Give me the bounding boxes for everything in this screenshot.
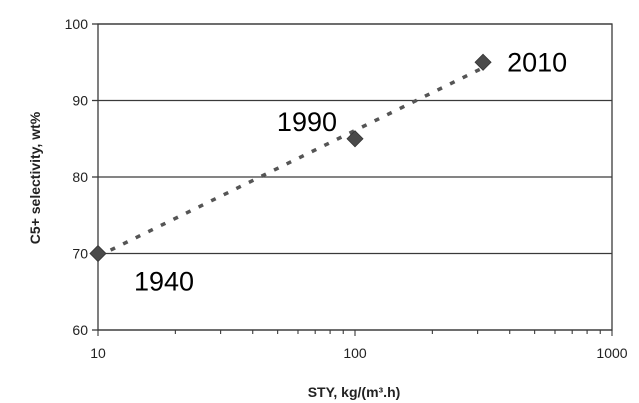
data-label-1990: 1990	[277, 107, 337, 137]
data-points	[89, 53, 492, 263]
data-label-1940: 1940	[134, 267, 194, 297]
x-axis-label: STY, kg/(m³.h)	[308, 384, 401, 400]
x-tick-label-1000: 1000	[596, 345, 627, 361]
tick-labels: 60 70 80 90 100 10 100 1000	[65, 16, 628, 361]
y-tick-label-100: 100	[65, 16, 89, 32]
y-tick-label-70: 70	[72, 246, 88, 262]
data-point-2010	[474, 53, 492, 71]
axes	[92, 23, 613, 336]
y-axis-label: C5+ selectivity, wt%	[27, 111, 43, 244]
y-tick-label-60: 60	[72, 322, 88, 338]
x-tick-label-100: 100	[343, 345, 367, 361]
data-point-1990	[346, 130, 364, 148]
data-label-2010: 2010	[507, 47, 567, 77]
trendline-layer	[97, 66, 484, 258]
point-labels: 1940 1990 2010	[134, 47, 567, 296]
x-tick-label-10: 10	[90, 345, 106, 361]
y-tick-label-90: 90	[72, 93, 88, 109]
trendline	[97, 66, 484, 258]
y-tick-label-80: 80	[72, 169, 88, 185]
data-point-1940	[89, 244, 107, 263]
